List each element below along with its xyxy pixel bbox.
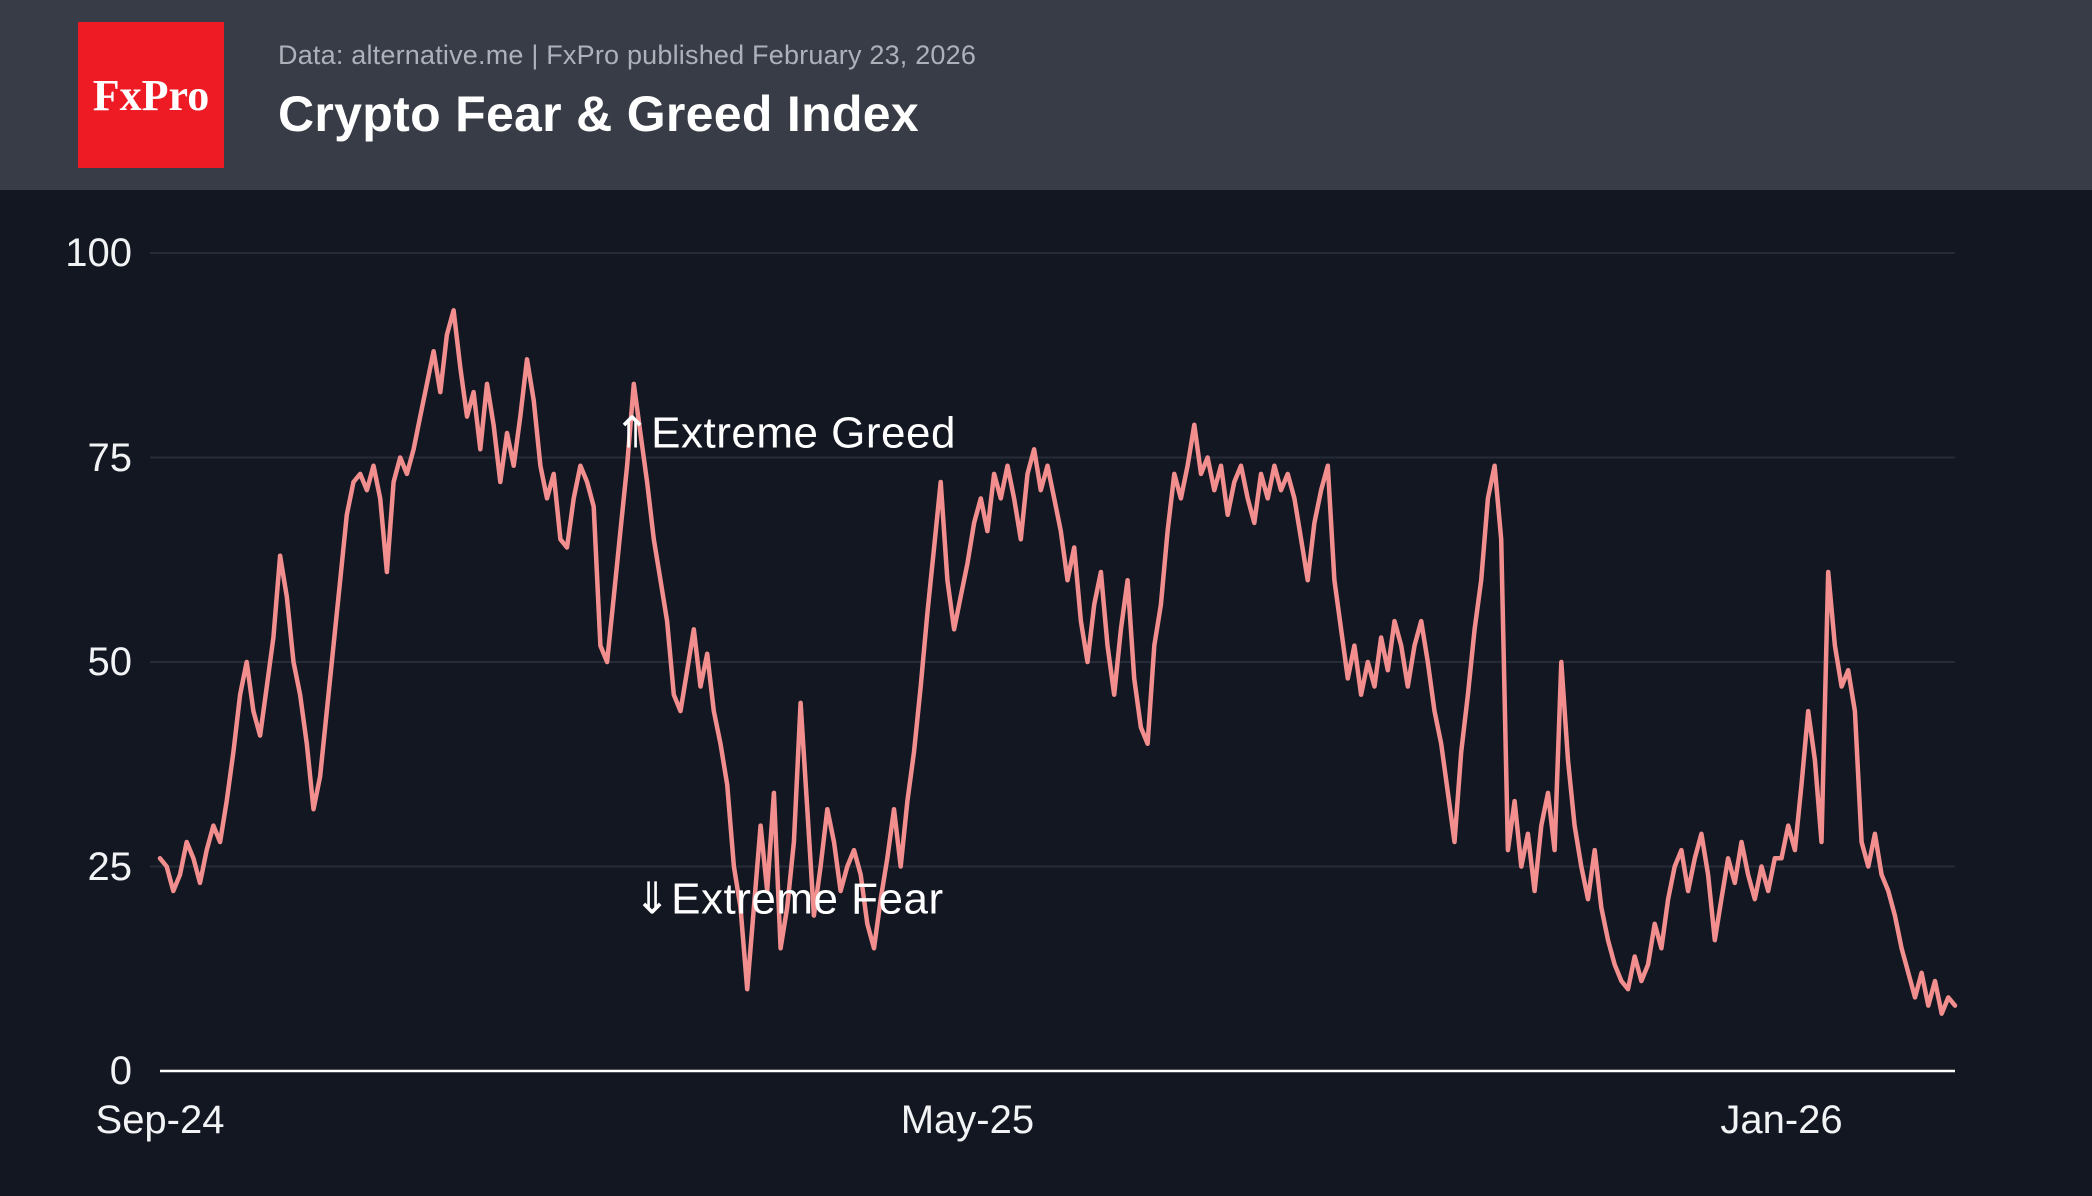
index-line-series [157, 308, 1958, 1016]
y-tick-label: 25 [87, 844, 133, 889]
y-tick-label: 50 [87, 640, 133, 684]
x-tick-label: Jan-26 [1720, 1098, 1843, 1142]
fear-greed-chart: 0 25 50 75 100 Sep-24 May-25 Jan-26 ⇑Extreme Gre… [0, 190, 2092, 1196]
chart-annotation: ⇓Extreme Fear [633, 874, 944, 924]
header: FxPro Data: alternative.me | FxPro publi… [0, 0, 2092, 190]
data-source-line: Data: alternative.me | FxPro published F… [278, 40, 977, 70]
fear-greed-line-plot [150, 252, 1958, 1073]
y-tick-label: 100 [65, 231, 132, 275]
x-tick-label: Sep-24 [95, 1098, 225, 1142]
y-tick-label: 75 [87, 435, 133, 480]
header-text: Data: alternative.me | FxPro published F… [278, 40, 976, 143]
chart-annotation: ⇑Extreme Greed [613, 408, 956, 458]
fxpro-logo: FxPro [78, 22, 224, 168]
x-tick-label: May-25 [900, 1098, 1035, 1142]
page-title: Crypto Fear & Greed Index [278, 86, 919, 142]
fxpro-logo-text: FxPro [92, 70, 210, 120]
y-tick-label: 0 [109, 1049, 132, 1093]
